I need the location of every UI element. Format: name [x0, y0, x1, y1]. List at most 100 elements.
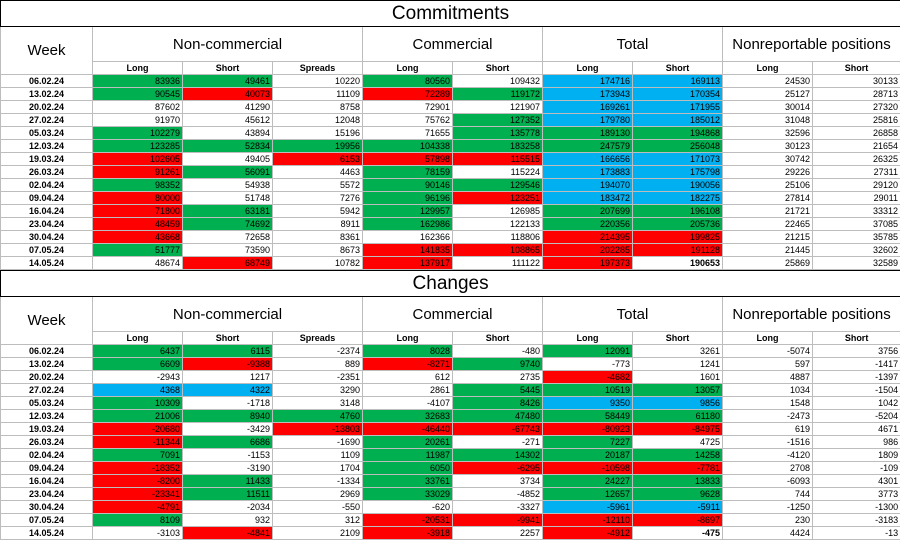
- value-cell: 20261: [362, 435, 453, 449]
- value-cell: 8361: [272, 230, 363, 244]
- value-cell: 21654: [812, 139, 900, 153]
- week-cell: 02.04.24: [0, 448, 93, 462]
- value-cell: 123285: [92, 139, 183, 153]
- value-cell: 4760: [272, 409, 363, 423]
- value-cell: -9941: [452, 513, 543, 527]
- week-cell: 20.02.24: [0, 370, 93, 384]
- noncommercial-header: Non-commercial: [92, 296, 363, 332]
- value-cell: 6609: [92, 357, 183, 371]
- value-cell: -7781: [632, 461, 723, 475]
- value-cell: 72658: [182, 230, 273, 244]
- value-cell: 33312: [812, 204, 900, 218]
- value-cell: 4368: [92, 383, 183, 397]
- value-cell: 33761: [362, 474, 453, 488]
- value-cell: 230: [722, 513, 813, 527]
- value-cell: 29011: [812, 191, 900, 205]
- week-cell: 07.05.24: [0, 513, 93, 527]
- value-cell: 7227: [542, 435, 633, 449]
- table-row: 13.02.24 6609 -9388 889 -8271 9740 -773 1241 597…: [0, 357, 900, 371]
- value-cell: 2861: [362, 383, 453, 397]
- value-cell: 6115: [182, 344, 273, 358]
- value-cell: -11344: [92, 435, 183, 449]
- value-cell: 21006: [92, 409, 183, 423]
- value-cell: 73590: [182, 243, 273, 257]
- value-cell: 25869: [722, 256, 813, 270]
- week-cell: 20.02.24: [0, 100, 93, 114]
- week-cell: 30.04.24: [0, 230, 93, 244]
- value-cell: -5961: [542, 500, 633, 514]
- value-cell: -480: [452, 344, 543, 358]
- week-cell: 14.05.24: [0, 256, 93, 270]
- value-cell: 183472: [542, 191, 633, 205]
- value-cell: -67743: [452, 422, 543, 436]
- value-cell: 256048: [632, 139, 723, 153]
- table-row: 20.02.24 87602 41290 8758 72901 121907 169261 1…: [0, 100, 900, 114]
- value-cell: -20680: [92, 422, 183, 436]
- value-cell: -84975: [632, 422, 723, 436]
- column-subheader: Long: [542, 61, 633, 75]
- value-cell: 12091: [542, 344, 633, 358]
- value-cell: 5572: [272, 178, 363, 192]
- value-cell: 91970: [92, 113, 183, 127]
- value-cell: 214395: [542, 230, 633, 244]
- value-cell: 173943: [542, 87, 633, 101]
- value-cell: 80560: [362, 74, 453, 88]
- value-cell: 199825: [632, 230, 723, 244]
- value-cell: 10220: [272, 74, 363, 88]
- value-cell: 71655: [362, 126, 453, 140]
- value-cell: 20187: [542, 448, 633, 462]
- value-cell: 3148: [272, 396, 363, 410]
- value-cell: 9856: [632, 396, 723, 410]
- value-cell: -5911: [632, 500, 723, 514]
- week-cell: 27.02.24: [0, 383, 93, 397]
- value-cell: 30742: [722, 152, 813, 166]
- week-cell: 13.02.24: [0, 87, 93, 101]
- commercial-header: Commercial: [362, 296, 543, 332]
- value-cell: -20531: [362, 513, 453, 527]
- week-cell: 19.03.24: [0, 152, 93, 166]
- value-cell: 72289: [362, 87, 453, 101]
- week-cell: 05.03.24: [0, 126, 93, 140]
- week-cell: 23.04.24: [0, 217, 93, 231]
- value-cell: 28713: [812, 87, 900, 101]
- value-cell: 121907: [452, 100, 543, 114]
- value-cell: 9350: [542, 396, 633, 410]
- value-cell: 32596: [722, 126, 813, 140]
- value-cell: 2109: [272, 526, 363, 540]
- value-cell: 3756: [811, 344, 900, 358]
- value-cell: 1109: [272, 448, 363, 462]
- value-cell: 49461: [182, 74, 273, 88]
- value-cell: -13: [811, 526, 900, 540]
- value-cell: 3290: [272, 383, 363, 397]
- value-cell: -1300: [811, 500, 900, 514]
- value-cell: 247579: [542, 139, 633, 153]
- value-cell: 4424: [722, 526, 813, 540]
- value-cell: 11433: [182, 474, 273, 488]
- column-subheader: Long: [722, 331, 813, 345]
- value-cell: 35785: [812, 230, 900, 244]
- value-cell: 87602: [92, 100, 183, 114]
- value-cell: 51777: [92, 243, 183, 257]
- value-cell: -1334: [272, 474, 363, 488]
- value-cell: 2735: [452, 370, 543, 384]
- value-cell: 26858: [812, 126, 900, 140]
- value-cell: -1504: [811, 383, 900, 397]
- value-cell: 115515: [452, 152, 543, 166]
- week-cell: 09.04.24: [0, 191, 93, 205]
- value-cell: 166656: [542, 152, 633, 166]
- value-cell: 597: [722, 357, 813, 371]
- table-row: 16.04.24 71800 63181 5942 129957 126985 207699…: [0, 204, 900, 218]
- value-cell: 27814: [722, 191, 813, 205]
- column-subheader: Long: [362, 61, 453, 75]
- value-cell: 932: [182, 513, 273, 527]
- value-cell: 40073: [182, 87, 273, 101]
- week-cell: 12.03.24: [0, 139, 93, 153]
- table-row: 23.04.24 48459 74692 8911 162986 122133 220356…: [0, 217, 900, 231]
- value-cell: 21721: [722, 204, 813, 218]
- value-cell: 32589: [812, 256, 900, 270]
- value-cell: 127352: [452, 113, 543, 127]
- value-cell: 196108: [632, 204, 723, 218]
- column-subheader: Long: [722, 61, 813, 75]
- week-cell: 26.03.24: [0, 435, 93, 449]
